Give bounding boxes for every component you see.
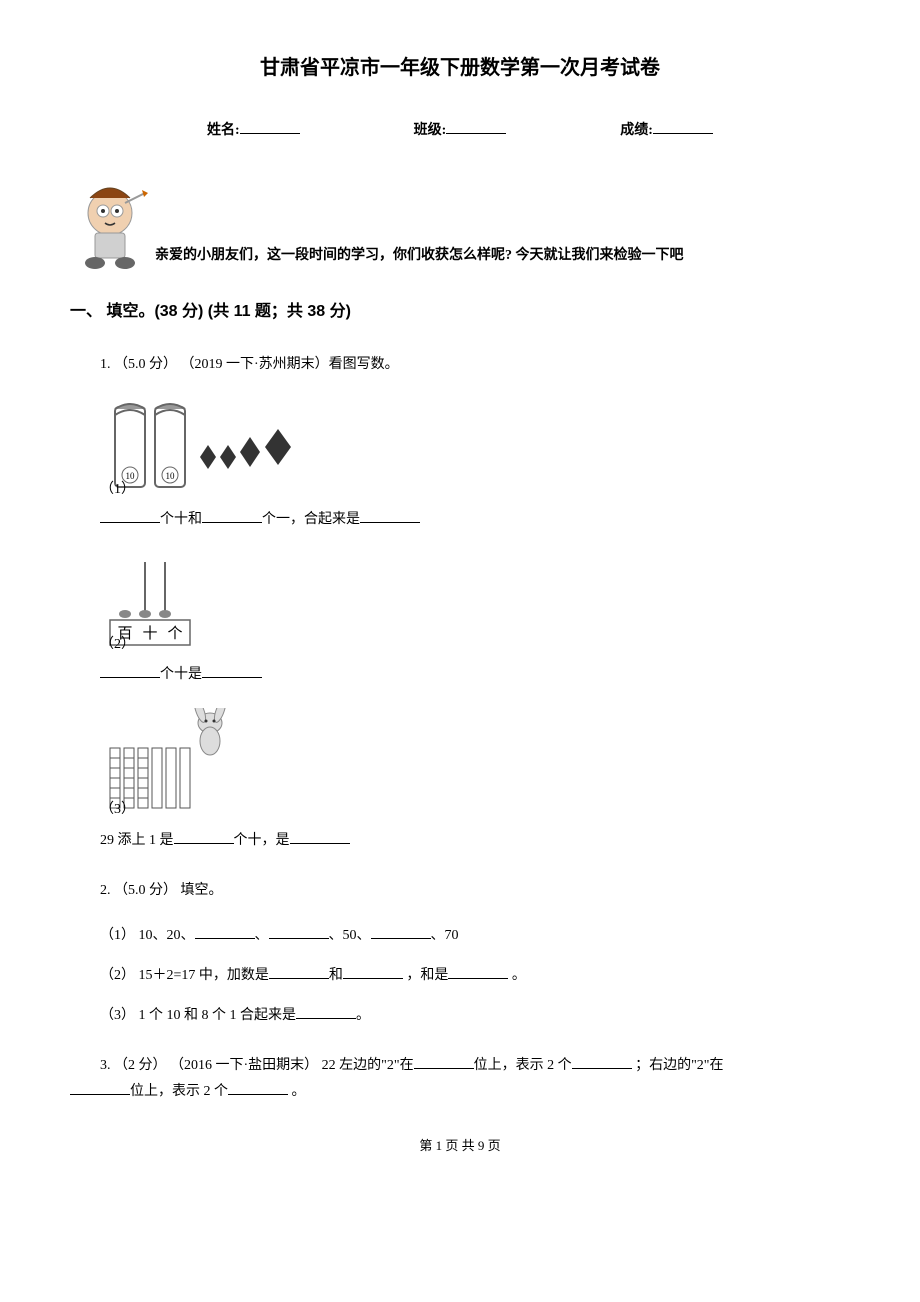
q2-sub1-end: 、70 — [431, 928, 459, 943]
name-label: 姓名: — [207, 118, 240, 143]
blank[interactable] — [202, 509, 262, 523]
question-1: 1. （5.0 分） （2019 一下·苏州期末）看图写数。 10 10 — [70, 352, 850, 853]
score-blank[interactable] — [653, 116, 713, 134]
q2-sub3-text1: （3） 1 个 10 和 8 个 1 合起来是 — [100, 1008, 296, 1023]
svg-text:个: 个 — [167, 625, 182, 642]
blank[interactable] — [100, 509, 160, 523]
page-footer: 第 1 页 共 9 页 — [70, 1134, 850, 1157]
class-blank[interactable] — [446, 116, 506, 134]
q1-sub3-text2: 个十，是 — [234, 833, 290, 848]
blank[interactable] — [296, 1005, 356, 1019]
class-label: 班级: — [414, 118, 447, 143]
question-3: 3. （2 分） （2016 一下·盐田期末） 22 左边的"2"在位上，表示 … — [70, 1053, 850, 1103]
blank[interactable] — [572, 1055, 632, 1069]
q3-line2-mid: 位上，表示 2 个 — [130, 1084, 228, 1099]
blank[interactable] — [195, 925, 255, 939]
question-2: 2. （5.0 分） 填空。 （1） 10、20、 、 、50、 、70 （2） 15… — [70, 878, 850, 1029]
svg-text:10: 10 — [166, 471, 176, 481]
q2-sub3: （3） 1 个 10 和 8 个 1 合起来是 。 — [100, 1003, 850, 1028]
q2-sub2-text1: （2） 15＋2=17 中，加数是 — [100, 968, 269, 983]
q3-mid2: ；右边的"2"在 — [632, 1058, 724, 1073]
q2-sub2: （2） 15＋2=17 中，加数是 和 ，和是 。 — [100, 963, 850, 988]
blank[interactable] — [360, 509, 420, 523]
mascot-row: 亲爱的小朋友们，这一段时间的学习，你们收获怎么样呢? 今天就让我们来检验一下吧 — [70, 183, 850, 273]
q1-sub3-image: （3） — [100, 708, 850, 818]
blank[interactable] — [100, 664, 160, 678]
q1-sub1-image: 10 10 （1） — [100, 397, 850, 497]
q1-sub3-text: 29 添上 1 是 个十，是 — [100, 828, 850, 853]
blank[interactable] — [70, 1081, 130, 1095]
q1-sub2: 百 十 个 （2） 个十是 — [100, 552, 850, 687]
mascot-icon — [70, 183, 150, 273]
q2-sub1: （1） 10、20、 、 、50、 、70 — [100, 923, 850, 948]
blank[interactable] — [174, 830, 234, 844]
q1-sub2-label: （2） — [100, 632, 135, 657]
blank[interactable] — [228, 1081, 288, 1095]
blank[interactable] — [448, 965, 508, 979]
score-field: 成绩: — [620, 116, 713, 143]
name-blank[interactable] — [240, 116, 300, 134]
blank[interactable] — [343, 965, 403, 979]
q1-sub2-text1: 个十是 — [160, 667, 202, 682]
q2-sub2-end: 。 — [508, 968, 526, 983]
q1-sub1: 10 10 （1） 个十和 个一，合起来是 — [100, 397, 850, 532]
q3-line2: 位上，表示 2 个 。 — [70, 1079, 850, 1104]
q3-line2-end: 。 — [288, 1084, 306, 1099]
page-title: 甘肃省平凉市一年级下册数学第一次月考试卷 — [70, 50, 850, 86]
q1-sub1-text1: 个十和 — [160, 512, 202, 527]
blank[interactable] — [290, 830, 350, 844]
name-field: 姓名: — [207, 116, 300, 143]
q1-sub3-label: （3） — [100, 797, 135, 822]
class-field: 班级: — [414, 116, 507, 143]
q1-sub3-text1: 29 添上 1 是 — [100, 833, 174, 848]
blank[interactable] — [371, 925, 431, 939]
q3-mid1: 位上，表示 2 个 — [474, 1058, 572, 1073]
svg-text:十: 十 — [142, 625, 157, 642]
q2-sub2-mid: 和 — [329, 968, 343, 983]
q1-sub3: （3） 29 添上 1 是 个十，是 — [100, 708, 850, 853]
q1-header: 1. （5.0 分） （2019 一下·苏州期末）看图写数。 — [100, 352, 850, 377]
q3-header: 3. （2 分） （2016 一下·盐田期末） 22 左边的"2"在 — [100, 1058, 414, 1073]
q1-sub1-text: 个十和 个一，合起来是 — [100, 507, 850, 532]
blank[interactable] — [202, 664, 262, 678]
blank[interactable] — [269, 925, 329, 939]
q3-line1: 3. （2 分） （2016 一下·盐田期末） 22 左边的"2"在 位上，表示 … — [70, 1053, 850, 1078]
score-label: 成绩: — [620, 118, 653, 143]
q2-sub1-mid: 、50、 — [329, 928, 371, 943]
q2-sub2-mid2: ，和是 — [403, 968, 449, 983]
q2-header: 2. （5.0 分） 填空。 — [100, 878, 850, 903]
mascot-text: 亲爱的小朋友们，这一段时间的学习，你们收获怎么样呢? 今天就让我们来检验一下吧 — [155, 243, 684, 273]
q1-sub2-text: 个十是 — [100, 662, 850, 687]
info-row: 姓名: 班级: 成绩: — [70, 116, 850, 143]
q2-sub3-end: 。 — [356, 1008, 370, 1023]
q1-sub1-text2: 个一，合起来是 — [262, 512, 360, 527]
q1-sub2-image: 百 十 个 （2） — [100, 552, 850, 652]
q2-sub1-text1: （1） 10、20、 — [100, 928, 195, 943]
section-heading: 一、 填空。(38 分) (共 11 题；共 38 分) — [70, 298, 850, 327]
blank[interactable] — [414, 1055, 474, 1069]
blank[interactable] — [269, 965, 329, 979]
q1-sub1-label: （1） — [100, 477, 135, 502]
q2-sub1-sep1: 、 — [255, 928, 269, 943]
